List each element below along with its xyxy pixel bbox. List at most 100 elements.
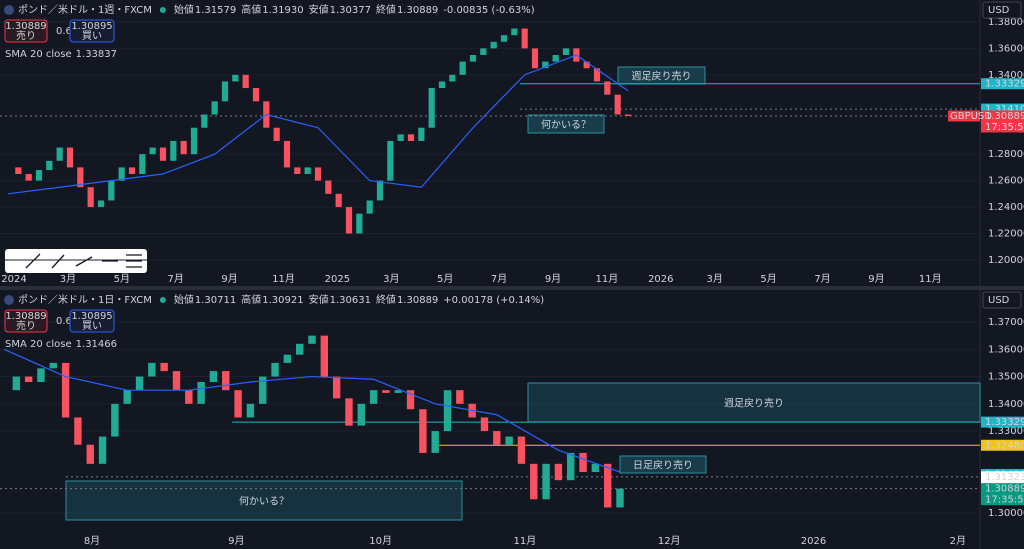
candle-body: [517, 436, 526, 464]
sell-button: [4, 19, 48, 43]
sell-label: 売り: [16, 29, 36, 42]
candle-body: [149, 147, 156, 155]
candle-body: [397, 134, 404, 141]
drawing-toolbar[interactable]: [5, 249, 147, 273]
candle-body: [480, 48, 487, 56]
candle-body: [419, 409, 427, 453]
candle-body: [449, 74, 456, 82]
x-tick-label: 5月: [114, 273, 130, 285]
candle-body: [221, 81, 229, 102]
candle-body: [591, 463, 600, 472]
x-tick-label: 9月: [868, 273, 884, 285]
y-tick-label: 1.34000: [988, 399, 1024, 410]
price-label: 1.33329: [985, 79, 1024, 90]
candle-body: [314, 167, 322, 181]
candle-body: [320, 335, 329, 377]
price-label: 1.30889: [985, 484, 1024, 495]
header-text: ポンド／米ドル・1日・FXCM: [18, 293, 152, 306]
candle-body: [500, 35, 508, 42]
candle-body: [431, 431, 439, 453]
candle-body: [25, 174, 32, 181]
annotation-box: [527, 114, 605, 134]
candle-body: [505, 436, 513, 445]
candle-body: [259, 376, 267, 404]
candle-body: [345, 207, 353, 234]
candle-body: [66, 147, 74, 168]
y-tick-label: 1.36000: [988, 43, 1024, 54]
header-text: 1.30631: [330, 295, 371, 306]
candle-body: [98, 436, 107, 464]
y-tick-label: 1.35000: [988, 372, 1024, 383]
countdown: 17:35:56: [985, 122, 1024, 133]
candle-body: [554, 463, 563, 481]
x-tick-label: 2026: [801, 536, 826, 547]
header-text: -0.00835 (-0.63%): [443, 5, 534, 16]
candle-body: [74, 417, 82, 445]
candle-body: [456, 390, 464, 404]
header-text: 1.30377: [330, 5, 371, 16]
candle-body: [406, 390, 415, 410]
candle-body: [624, 114, 632, 116]
x-tick-label: 3月: [383, 273, 399, 285]
candle-body: [56, 147, 63, 161]
candle-body: [211, 101, 218, 115]
buy-price: 1.30895: [71, 311, 112, 322]
candle-body: [382, 390, 390, 393]
y-tick-label: 1.36000: [988, 344, 1024, 355]
candle-body: [345, 398, 353, 426]
header-text: 始値: [174, 293, 194, 306]
x-tick-label: 12月: [658, 535, 681, 547]
x-tick-label: 2025: [325, 274, 350, 285]
spread: 0.6: [56, 316, 72, 327]
header-text: 1.31579: [195, 5, 236, 16]
candle-body: [180, 140, 187, 155]
candle-body: [185, 390, 193, 404]
candle-body: [387, 140, 394, 181]
header-text: 1.31930: [262, 5, 303, 16]
header-text: ポンド／米ドル・1週・FXCM: [18, 3, 152, 16]
x-tick-label: 11月: [596, 273, 619, 285]
buy-label: 買い: [82, 30, 102, 42]
candle-body: [521, 28, 528, 49]
symbol-label-bg: [948, 110, 980, 122]
candle-body: [49, 362, 57, 369]
y-tick-label: 1.20000: [988, 255, 1024, 266]
price-label-bg: [981, 110, 1024, 133]
candle-body: [135, 376, 144, 391]
header-text: 安値: [309, 3, 329, 16]
x-tick-label: 11月: [272, 273, 295, 285]
candle-body: [148, 362, 156, 377]
candle-body: [567, 452, 575, 481]
buy-button: [69, 19, 115, 43]
header-text: 1.30921: [262, 295, 303, 306]
x-tick-label: 7月: [491, 273, 507, 285]
y-tick-label: 1.34000: [988, 70, 1024, 81]
candle-body: [123, 390, 131, 404]
candle-body: [190, 127, 198, 155]
candle-body: [490, 41, 497, 49]
price-label-bg: [981, 103, 1024, 115]
currency: USD: [988, 295, 1010, 306]
header-text: +0.00178 (+0.14%): [443, 295, 544, 306]
header-text: 終値: [376, 293, 396, 306]
indicator-name: SMA 20 close: [5, 339, 72, 350]
candle-body: [159, 147, 167, 161]
candle-body: [480, 417, 489, 432]
price-label-bg: [981, 471, 1024, 483]
sma-line: [7, 54, 629, 195]
candle-body: [459, 61, 466, 75]
candle-body: [170, 140, 177, 161]
candle-body: [160, 362, 168, 372]
annotation-text: 日足戻り売り: [633, 459, 693, 472]
candle-body: [469, 55, 477, 62]
candle-body: [86, 444, 94, 464]
candle-body: [24, 376, 33, 382]
price-label-bg: [981, 416, 1024, 428]
price-label: 1.30889: [985, 111, 1024, 122]
candle-body: [376, 180, 384, 201]
candle-body: [335, 193, 342, 208]
candle-body: [369, 390, 378, 404]
price-label-bg: [981, 483, 1024, 506]
